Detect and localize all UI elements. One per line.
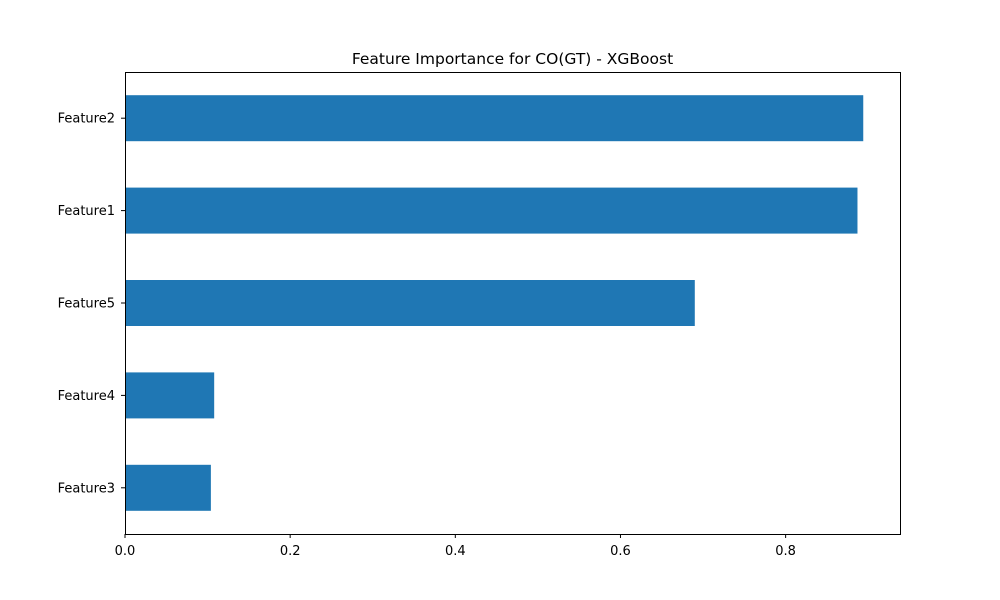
y-tick-label: Feature4 [58, 389, 115, 404]
y-tick-label: Feature1 [58, 204, 115, 219]
y-tick-label: Feature5 [58, 297, 115, 312]
chart-title: Feature Importance for CO(GT) - XGBoost [352, 50, 673, 68]
x-tick-label: 0.2 [280, 544, 301, 559]
y-tick-label: Feature3 [58, 481, 115, 496]
x-tick-label: 0.4 [445, 544, 466, 559]
bar-feature4 [125, 372, 215, 419]
bar-feature3 [125, 464, 211, 511]
bar-feature1 [125, 187, 858, 234]
y-tick-label: Feature2 [58, 112, 115, 127]
axes-layer [125, 72, 901, 535]
y-ticks-layer: Feature2 Feature1 Feature5 Feature4 Feature3 [58, 112, 125, 496]
x-tick-label: 0.6 [610, 544, 631, 559]
x-tick-label: 0.8 [775, 544, 796, 559]
plot-frame [125, 72, 901, 535]
x-tick-label: 0.0 [115, 544, 136, 559]
bars-layer [125, 95, 864, 511]
x-ticks-layer: 0.0 0.2 0.4 0.6 0.8 [115, 534, 796, 559]
bar-feature2 [125, 95, 864, 142]
bar-feature5 [125, 280, 695, 326]
